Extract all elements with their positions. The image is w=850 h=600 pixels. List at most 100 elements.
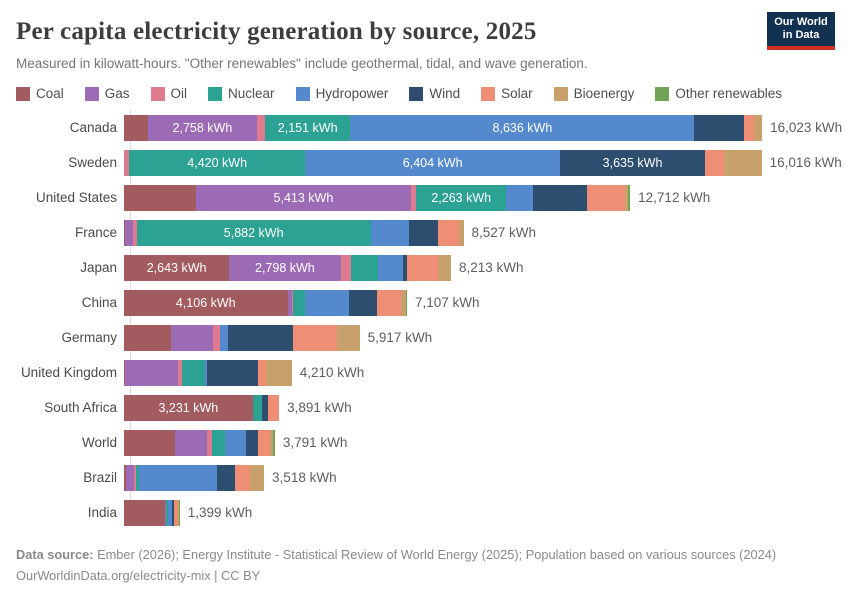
legend-item-bioenergy[interactable]: Bioenergy — [553, 86, 634, 101]
bar-segment-gas[interactable] — [165, 499, 166, 526]
bar-segment-wind[interactable] — [207, 359, 258, 386]
legend-item-other_renewables[interactable]: Other renewables — [655, 86, 782, 101]
bar-segment-gas[interactable]: 5,413 kWh — [195, 184, 412, 211]
owid-logo[interactable]: Our World in Data — [767, 12, 835, 50]
bar-segment-oil[interactable] — [252, 394, 254, 421]
bar-segment-coal[interactable] — [124, 359, 126, 386]
legend-item-gas[interactable]: Gas — [84, 86, 130, 101]
legend-item-solar[interactable]: Solar — [481, 86, 533, 101]
bar-segment-oil[interactable] — [178, 359, 183, 386]
bar-segment-wind[interactable] — [694, 114, 745, 141]
bar-segment-other_renewables[interactable] — [628, 184, 631, 211]
bar-segment-nuclear[interactable] — [182, 359, 205, 386]
bar-segment-bioenergy[interactable] — [249, 464, 265, 491]
bar-segment-hydropower[interactable] — [377, 254, 403, 281]
bar-segment-wind[interactable] — [172, 499, 175, 526]
bar-segment-oil[interactable] — [411, 184, 417, 211]
bar-segment-coal[interactable] — [124, 184, 196, 211]
bar-segment-oil[interactable] — [133, 464, 137, 491]
legend-item-coal[interactable]: Coal — [16, 86, 64, 101]
bar-segment-nuclear[interactable]: 2,151 kWh — [264, 114, 351, 141]
bar-segment-coal[interactable] — [124, 324, 172, 351]
bar-segment-coal[interactable]: 3,231 kWh — [124, 394, 253, 421]
bar-segment-gas[interactable] — [175, 429, 207, 456]
bar-segment-wind[interactable] — [261, 394, 269, 421]
bar-segment-hydropower[interactable] — [219, 324, 228, 351]
bar-segment-solar[interactable] — [258, 429, 271, 456]
bar-segment-solar[interactable] — [586, 184, 626, 211]
bar-segment-bioenergy[interactable] — [753, 114, 763, 141]
bar-segment-gas[interactable] — [125, 359, 179, 386]
bar-segment-wind[interactable] — [348, 289, 378, 316]
bar-segment-nuclear[interactable]: 5,882 kWh — [136, 219, 371, 246]
bar-segment-coal[interactable] — [124, 219, 126, 246]
bar-segment-wind[interactable] — [227, 324, 294, 351]
bar-segment-coal[interactable]: 2,643 kWh — [124, 254, 230, 281]
bar-segment-wind[interactable] — [532, 184, 587, 211]
bar-segment-hydropower[interactable] — [204, 359, 208, 386]
bar-segment-solar[interactable] — [704, 149, 724, 176]
legend-item-nuclear[interactable]: Nuclear — [208, 86, 275, 101]
bar-segment-solar[interactable] — [174, 499, 179, 526]
legend-item-hydropower[interactable]: Hydropower — [295, 86, 388, 101]
bar-segment-solar[interactable] — [406, 254, 438, 281]
bar-segment-bioenergy[interactable] — [266, 359, 292, 386]
bar-segment-solar[interactable] — [293, 324, 337, 351]
bar-segment-nuclear[interactable] — [166, 499, 168, 526]
bar-segment-bioenergy[interactable] — [400, 289, 406, 316]
bar-segment-gas[interactable] — [125, 219, 134, 246]
bar-segment-oil[interactable] — [206, 429, 212, 456]
bar-segment-other_renewables[interactable] — [179, 499, 180, 526]
bar-segment-nuclear[interactable] — [136, 464, 140, 491]
bar-segment-wind[interactable] — [216, 464, 236, 491]
bar-segment-nuclear[interactable]: 2,263 kWh — [416, 184, 507, 211]
bar-segment-bioenergy[interactable] — [336, 324, 360, 351]
bar-segment-solar[interactable] — [744, 114, 754, 141]
bar-segment-oil[interactable] — [212, 324, 220, 351]
bar-segment-coal[interactable] — [124, 464, 127, 491]
bar-segment-nuclear[interactable] — [253, 394, 262, 421]
bar-segment-bioenergy[interactable] — [437, 254, 451, 281]
bar-segment-coal[interactable] — [124, 499, 165, 526]
bar-segment-coal[interactable] — [124, 114, 148, 141]
bar-segment-hydropower[interactable] — [139, 464, 217, 491]
bar-segment-solar[interactable] — [257, 359, 267, 386]
legend-item-wind[interactable]: Wind — [409, 86, 460, 101]
bar-segment-oil[interactable] — [292, 289, 294, 316]
bar-segment-bioenergy[interactable] — [723, 149, 762, 176]
bar-segment-coal[interactable]: 4,106 kWh — [124, 289, 288, 316]
bar-segment-gas[interactable]: 2,798 kWh — [229, 254, 341, 281]
bar-segment-oil[interactable] — [340, 254, 351, 281]
bar-segment-bioenergy[interactable] — [625, 184, 629, 211]
bar-segment-wind[interactable]: 3,635 kWh — [560, 149, 705, 176]
bar-segment-solar[interactable] — [438, 219, 459, 246]
bar-segment-wind[interactable] — [246, 429, 259, 456]
bar-segment-wind[interactable] — [408, 219, 439, 246]
legend-item-oil[interactable]: Oil — [150, 86, 187, 101]
bar-segment-nuclear[interactable] — [293, 289, 305, 316]
bar-segment-solar[interactable] — [377, 289, 401, 316]
bar-segment-solar[interactable] — [268, 394, 280, 421]
bar-segment-wind[interactable] — [402, 254, 407, 281]
bar-segment-hydropower[interactable]: 6,404 kWh — [305, 149, 561, 176]
bar-segment-nuclear[interactable] — [350, 254, 378, 281]
bar-segment-bioenergy[interactable] — [270, 429, 274, 456]
bar-segment-gas[interactable] — [171, 324, 213, 351]
bar-segment-gas[interactable] — [287, 289, 293, 316]
bar-segment-nuclear[interactable] — [211, 429, 225, 456]
bar-segment-nuclear[interactable]: 4,420 kWh — [129, 149, 306, 176]
bar-segment-solar[interactable] — [235, 464, 250, 491]
bar-segment-gas[interactable]: 2,758 kWh — [147, 114, 258, 141]
bar-segment-bioenergy[interactable] — [178, 499, 180, 526]
bar-segment-hydropower[interactable]: 8,636 kWh — [350, 114, 695, 141]
bar-segment-hydropower[interactable] — [506, 184, 533, 211]
bar-segment-gas[interactable] — [126, 464, 134, 491]
bar-segment-coal[interactable] — [124, 429, 175, 456]
bar-segment-other_renewables[interactable] — [273, 429, 275, 456]
bar-segment-oil[interactable] — [257, 114, 265, 141]
owid-url-link[interactable]: OurWorldinData.org/electricity-mix — [16, 568, 211, 583]
bar-segment-other_renewables[interactable] — [405, 289, 407, 316]
bar-segment-hydropower[interactable] — [370, 219, 409, 246]
bar-segment-oil[interactable] — [133, 219, 137, 246]
bar-segment-hydropower[interactable] — [167, 499, 173, 526]
